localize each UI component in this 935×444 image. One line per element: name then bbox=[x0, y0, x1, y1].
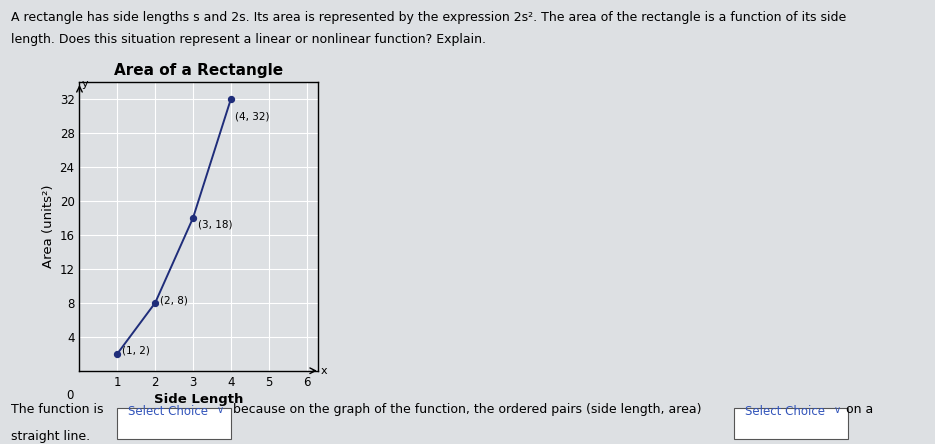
Text: on a: on a bbox=[846, 403, 873, 416]
Text: y: y bbox=[81, 79, 88, 89]
Text: ∨: ∨ bbox=[217, 405, 224, 416]
Text: The function is: The function is bbox=[11, 403, 108, 416]
Text: Select Choice: Select Choice bbox=[128, 405, 209, 418]
Text: (4, 32): (4, 32) bbox=[236, 111, 270, 121]
Text: x: x bbox=[321, 366, 327, 376]
Text: because on the graph of the function, the ordered pairs (side length, area): because on the graph of the function, th… bbox=[229, 403, 701, 416]
Point bbox=[109, 350, 124, 357]
Text: A rectangle has side lengths s and 2s. Its area is represented by the expression: A rectangle has side lengths s and 2s. I… bbox=[11, 11, 846, 24]
Title: Area of a Rectangle: Area of a Rectangle bbox=[114, 63, 283, 78]
Text: (3, 18): (3, 18) bbox=[197, 220, 232, 230]
X-axis label: Side Length: Side Length bbox=[154, 393, 243, 406]
Text: (2, 8): (2, 8) bbox=[160, 295, 188, 305]
Text: 0: 0 bbox=[66, 389, 74, 402]
Text: length. Does this situation represent a linear or nonlinear function? Explain.: length. Does this situation represent a … bbox=[11, 33, 486, 46]
Text: Select Choice: Select Choice bbox=[745, 405, 826, 418]
Text: straight line.: straight line. bbox=[11, 430, 91, 443]
Point bbox=[148, 299, 163, 306]
Text: (1, 2): (1, 2) bbox=[122, 345, 150, 355]
Y-axis label: Area (units²): Area (units²) bbox=[42, 185, 55, 268]
Point bbox=[223, 95, 238, 103]
Text: ∨: ∨ bbox=[834, 405, 842, 416]
Point bbox=[185, 214, 200, 222]
